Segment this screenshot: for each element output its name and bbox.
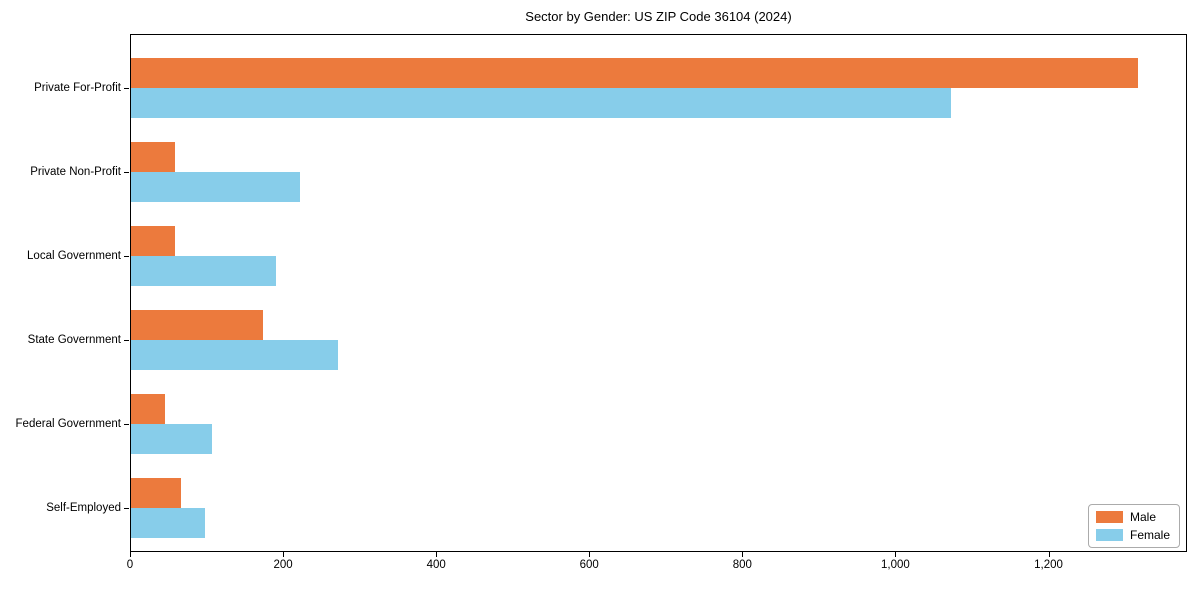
xtick-label: 600: [579, 559, 599, 571]
xtick-mark: [589, 552, 591, 557]
ytick-label: Private For-Profit: [34, 82, 121, 94]
ytick-mark: [124, 172, 129, 173]
xtick-mark: [742, 552, 744, 557]
bar-female-1: [131, 172, 301, 202]
xtick-label: 200: [273, 559, 293, 571]
ytick-label: Local Government: [27, 250, 121, 262]
legend-swatch-female: [1095, 529, 1123, 541]
legend: Male Female: [1087, 504, 1180, 548]
ytick-mark: [124, 256, 129, 257]
xtick-label: 1,000: [881, 559, 910, 571]
xtick-label: 1,200: [1034, 559, 1063, 571]
plot-area: Male Female: [130, 34, 1187, 552]
xtick-mark: [130, 552, 131, 557]
ytick-label: Private Non-Profit: [30, 166, 121, 178]
bar-female-4: [131, 424, 213, 454]
bar-female-0: [131, 88, 951, 118]
ytick-mark: [124, 424, 129, 425]
legend-label: Female: [1129, 528, 1170, 542]
bar-male-1: [131, 142, 175, 172]
legend-swatch-male: [1095, 511, 1123, 523]
xtick-label: 800: [732, 559, 752, 571]
bar-male-4: [131, 394, 166, 424]
bar-male-3: [131, 310, 263, 340]
legend-label: Male: [1129, 510, 1156, 524]
xtick-mark: [436, 552, 438, 557]
xtick-mark: [283, 552, 285, 557]
ytick-mark: [124, 340, 129, 341]
ytick-label: State Government: [27, 334, 121, 346]
legend-entry-female: Female: [1095, 528, 1170, 542]
bar-male-0: [131, 58, 1138, 88]
bar-male-2: [131, 226, 175, 256]
bar-female-3: [131, 340, 338, 370]
xtick-label: 400: [426, 559, 446, 571]
ytick-label: Self-Employed: [46, 502, 121, 514]
ytick-mark: [124, 88, 129, 89]
legend-entry-male: Male: [1095, 510, 1170, 524]
xtick-mark: [895, 552, 897, 557]
ytick-mark: [124, 508, 129, 509]
bar-female-5: [131, 508, 205, 538]
ytick-label: Federal Government: [15, 418, 121, 430]
xtick-mark: [1048, 552, 1050, 557]
xtick-label: 0: [126, 559, 134, 571]
chart-title: Sector by Gender: US ZIP Code 36104 (202…: [525, 9, 792, 24]
bar-female-2: [131, 256, 277, 286]
bar-male-5: [131, 478, 181, 508]
